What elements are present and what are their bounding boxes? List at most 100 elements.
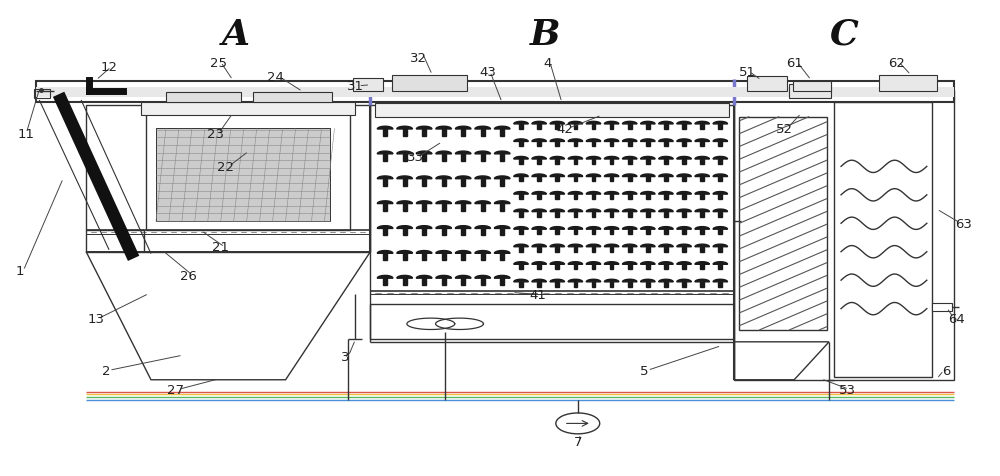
Polygon shape xyxy=(646,177,650,182)
Polygon shape xyxy=(537,142,541,147)
Polygon shape xyxy=(475,276,490,278)
Polygon shape xyxy=(377,251,393,254)
Bar xyxy=(36,82,954,103)
Polygon shape xyxy=(555,247,559,252)
Polygon shape xyxy=(586,209,601,212)
Text: 3: 3 xyxy=(341,350,350,363)
Polygon shape xyxy=(646,212,650,217)
Polygon shape xyxy=(532,280,546,282)
Polygon shape xyxy=(664,212,668,217)
Polygon shape xyxy=(700,230,704,235)
Polygon shape xyxy=(403,254,407,261)
Polygon shape xyxy=(550,245,565,247)
Polygon shape xyxy=(455,201,471,204)
Text: 53: 53 xyxy=(839,383,856,396)
Polygon shape xyxy=(628,177,632,182)
Polygon shape xyxy=(568,280,583,282)
Text: A: A xyxy=(222,18,250,51)
Polygon shape xyxy=(481,204,485,211)
Polygon shape xyxy=(397,152,412,155)
Polygon shape xyxy=(677,262,691,265)
Polygon shape xyxy=(604,122,619,125)
Polygon shape xyxy=(677,192,691,195)
Polygon shape xyxy=(592,247,595,252)
Polygon shape xyxy=(550,139,565,142)
Polygon shape xyxy=(403,229,407,236)
Polygon shape xyxy=(514,192,528,195)
Polygon shape xyxy=(481,179,485,186)
Polygon shape xyxy=(646,125,650,129)
Text: 63: 63 xyxy=(955,218,972,230)
Bar xyxy=(789,85,831,99)
Polygon shape xyxy=(422,229,426,236)
Polygon shape xyxy=(604,157,619,159)
Polygon shape xyxy=(514,122,528,125)
Polygon shape xyxy=(494,226,510,229)
Polygon shape xyxy=(664,159,668,165)
Polygon shape xyxy=(555,142,559,147)
Polygon shape xyxy=(500,254,504,261)
Polygon shape xyxy=(422,278,426,286)
Polygon shape xyxy=(550,262,565,265)
Polygon shape xyxy=(455,177,471,179)
Bar xyxy=(34,90,50,99)
Polygon shape xyxy=(641,245,655,247)
Polygon shape xyxy=(403,179,407,186)
Polygon shape xyxy=(461,204,465,211)
Bar xyxy=(932,304,952,311)
Bar xyxy=(739,117,827,330)
Polygon shape xyxy=(718,212,722,217)
Polygon shape xyxy=(514,209,528,212)
Polygon shape xyxy=(455,226,471,229)
Polygon shape xyxy=(568,157,583,159)
Polygon shape xyxy=(622,122,637,125)
Polygon shape xyxy=(568,262,583,265)
Polygon shape xyxy=(550,175,565,177)
Polygon shape xyxy=(537,212,541,217)
Polygon shape xyxy=(695,245,709,247)
Polygon shape xyxy=(537,177,541,182)
Polygon shape xyxy=(628,159,632,165)
Polygon shape xyxy=(550,227,565,230)
Polygon shape xyxy=(416,251,432,254)
Polygon shape xyxy=(494,276,510,278)
Text: 41: 41 xyxy=(529,288,546,301)
Polygon shape xyxy=(436,251,451,254)
Polygon shape xyxy=(537,247,541,252)
Text: 32: 32 xyxy=(410,52,427,65)
Polygon shape xyxy=(659,280,673,282)
Polygon shape xyxy=(555,125,559,129)
Polygon shape xyxy=(677,157,691,159)
Polygon shape xyxy=(550,209,565,212)
Polygon shape xyxy=(550,192,565,195)
Polygon shape xyxy=(519,230,523,235)
Bar xyxy=(156,129,330,221)
Polygon shape xyxy=(403,204,407,211)
Polygon shape xyxy=(500,204,504,211)
Polygon shape xyxy=(610,230,613,235)
Polygon shape xyxy=(377,127,393,130)
Polygon shape xyxy=(664,142,668,147)
Polygon shape xyxy=(397,251,412,254)
Polygon shape xyxy=(555,265,559,269)
Text: 23: 23 xyxy=(207,128,224,140)
Polygon shape xyxy=(646,142,650,147)
Polygon shape xyxy=(532,227,546,230)
Polygon shape xyxy=(586,245,601,247)
Polygon shape xyxy=(700,212,704,217)
Polygon shape xyxy=(436,226,451,229)
Polygon shape xyxy=(695,157,709,159)
Text: 6: 6 xyxy=(943,364,951,377)
Polygon shape xyxy=(461,254,465,261)
Polygon shape xyxy=(586,227,601,230)
Polygon shape xyxy=(713,175,728,177)
Text: 5: 5 xyxy=(640,364,649,377)
Polygon shape xyxy=(461,179,465,186)
Bar xyxy=(146,110,350,231)
Polygon shape xyxy=(403,130,407,137)
Polygon shape xyxy=(436,177,451,179)
Polygon shape xyxy=(383,278,387,286)
Polygon shape xyxy=(500,179,504,186)
Polygon shape xyxy=(604,262,619,265)
Polygon shape xyxy=(695,175,709,177)
